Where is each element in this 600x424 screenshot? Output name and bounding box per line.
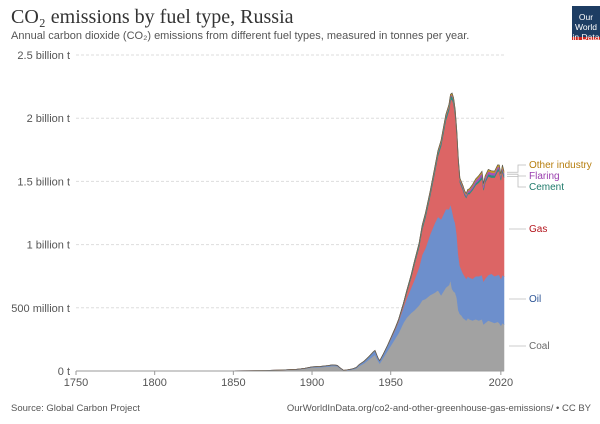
y-tick-label: 500 million t	[11, 303, 70, 315]
label-leader-line	[507, 176, 526, 188]
chart-subtitle: Annual carbon dioxide (CO₂) emissions fr…	[11, 30, 470, 42]
series-label-oil[interactable]: Oil	[529, 294, 541, 305]
owid-logo[interactable]: Our World in Data	[572, 6, 600, 42]
x-tick-label: 1850	[221, 377, 245, 389]
source-url-link[interactable]: OurWorldInData.org/co2-and-other-greenho…	[286, 403, 591, 414]
x-tick-label: 1900	[300, 377, 324, 389]
x-axis: 1750 1800 1850 1900 1950 2020	[64, 370, 513, 389]
series-label-cement[interactable]: Cement	[529, 182, 564, 193]
y-tick-label: 2.5 billion t	[17, 50, 70, 62]
logo-line-1: Our World	[574, 12, 598, 32]
x-tick-label: 2020	[489, 377, 513, 389]
source-note: Source: Global Carbon Project	[11, 403, 140, 414]
label-leader-line	[507, 164, 526, 173]
series-label-coal[interactable]: Coal	[529, 341, 550, 352]
chart-title: CO₂ emissions by fuel type, Russia	[11, 6, 294, 28]
x-tick-label: 1750	[64, 377, 88, 389]
x-tick-label: 1950	[378, 377, 402, 389]
y-axis-ticks: 0 t 500 million t 1 billion t 1.5 billion t…	[11, 50, 70, 378]
y-tick-label: 1.5 billion t	[17, 176, 70, 188]
label-leader-line	[507, 173, 526, 177]
logo-line-2: in Data	[572, 32, 600, 42]
x-tick-label: 1800	[142, 377, 166, 389]
series-label-other-industry[interactable]: Other industry	[529, 160, 592, 171]
series-label-gas[interactable]: Gas	[529, 224, 547, 235]
y-tick-label: 0 t	[58, 366, 70, 378]
total-outline	[76, 92, 505, 372]
y-tick-label: 1 billion t	[27, 240, 70, 252]
y-tick-label: 2 billion t	[27, 113, 70, 125]
series-label-flaring[interactable]: Flaring	[529, 171, 560, 182]
stacked-areas	[76, 92, 505, 372]
